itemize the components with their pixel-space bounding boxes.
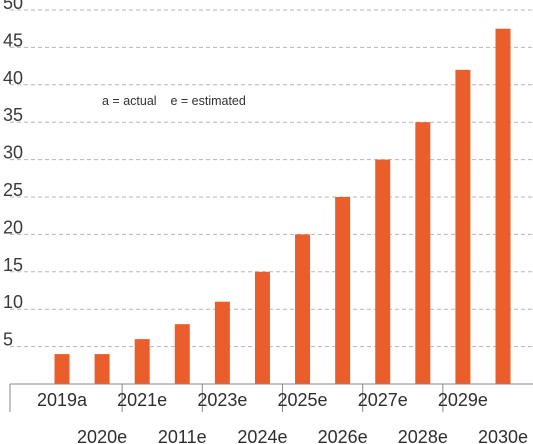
x-axis — [9, 383, 533, 412]
bar-2027e — [375, 159, 391, 384]
y-tick-label: 10 — [3, 292, 23, 312]
legend-note: a = actual e = estimated — [102, 94, 246, 108]
y-tick-label: 25 — [3, 180, 23, 200]
bar-2025e — [295, 234, 311, 384]
y-tick-label: 50 — [3, 0, 23, 13]
bars — [54, 28, 511, 384]
bar-2030e — [495, 28, 511, 384]
x-tick-label: 2025e — [278, 390, 328, 410]
y-tick-label: 5 — [3, 330, 13, 350]
x-tick-label: 2029e — [438, 390, 488, 410]
bar-2021e — [134, 339, 150, 384]
grid-lines — [10, 9, 533, 348]
y-tick-label: 15 — [3, 255, 23, 275]
x-tick-label: 2021e — [117, 390, 167, 410]
x-tick-label: 2019a — [37, 390, 88, 410]
bar-2029e — [455, 69, 471, 384]
y-tick-label: 30 — [3, 143, 23, 163]
x-tick-label: 2024e — [237, 427, 287, 444]
bar-2019a — [54, 354, 70, 384]
x-tick-label: 2028e — [398, 427, 448, 444]
bar-2011e — [174, 324, 190, 384]
bar-2024e — [254, 271, 270, 384]
y-tick-label: 45 — [3, 30, 23, 50]
bar-2023e — [214, 301, 230, 384]
x-tick-label: 2023e — [197, 390, 247, 410]
y-tick-label: 35 — [3, 105, 23, 125]
x-tick-label: 2020e — [77, 427, 127, 444]
x-tick-label: 2027e — [358, 390, 408, 410]
bar-2026e — [335, 197, 351, 384]
x-tick-label: 2026e — [318, 427, 368, 444]
x-tick-label: 2030e — [478, 427, 528, 444]
bar-2028e — [415, 122, 431, 384]
y-tick-label: 20 — [3, 217, 23, 237]
y-tick-label: 40 — [3, 68, 23, 88]
bar-2020e — [94, 354, 110, 384]
x-axis-tick-labels: 2019a 2020e 2021e 2011e 2023e 2024e 2025e 2026e… — [37, 390, 528, 444]
x-tick-label: 2011e — [158, 427, 207, 444]
y-axis-tick-labels: 5 10 15 20 25 30 35 40 45 50 — [3, 0, 23, 350]
